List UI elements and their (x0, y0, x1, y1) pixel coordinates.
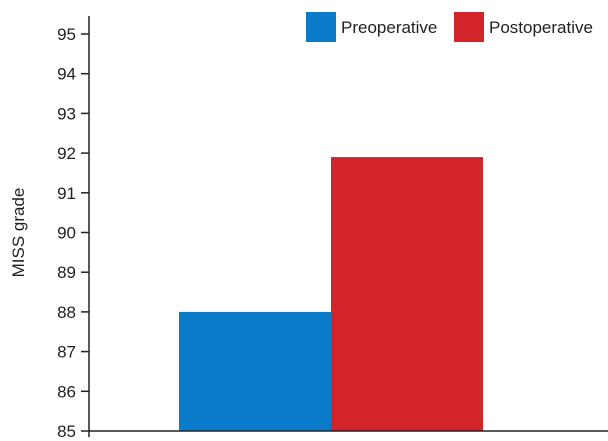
bar-preoperative (179, 311, 331, 431)
y-tick-label: 94 (57, 65, 76, 84)
bar-postoperative (331, 157, 483, 431)
y-tick-label: 88 (57, 303, 76, 322)
legend-swatch-preoperative (306, 12, 336, 42)
y-tick-label: 89 (57, 263, 76, 282)
bars (179, 157, 483, 431)
y-tick-label: 91 (57, 184, 76, 203)
y-tick-label: 90 (57, 224, 76, 243)
legend: Preoperative Postoperative (306, 12, 593, 42)
y-tick-label: 87 (57, 343, 76, 362)
y-tick-label: 85 (57, 422, 76, 441)
y-axis-title: MISS grade (9, 188, 28, 278)
y-tick-label: 93 (57, 104, 76, 123)
legend-swatch-postoperative (454, 12, 484, 42)
y-tick-label: 86 (57, 382, 76, 401)
y-ticks: 85 86 87 88 89 90 91 92 93 94 95 (57, 25, 89, 441)
y-tick-label: 95 (57, 25, 76, 44)
y-tick-label: 92 (57, 144, 76, 163)
legend-label-preoperative: Preoperative (341, 18, 437, 37)
legend-label-postoperative: Postoperative (489, 18, 593, 37)
